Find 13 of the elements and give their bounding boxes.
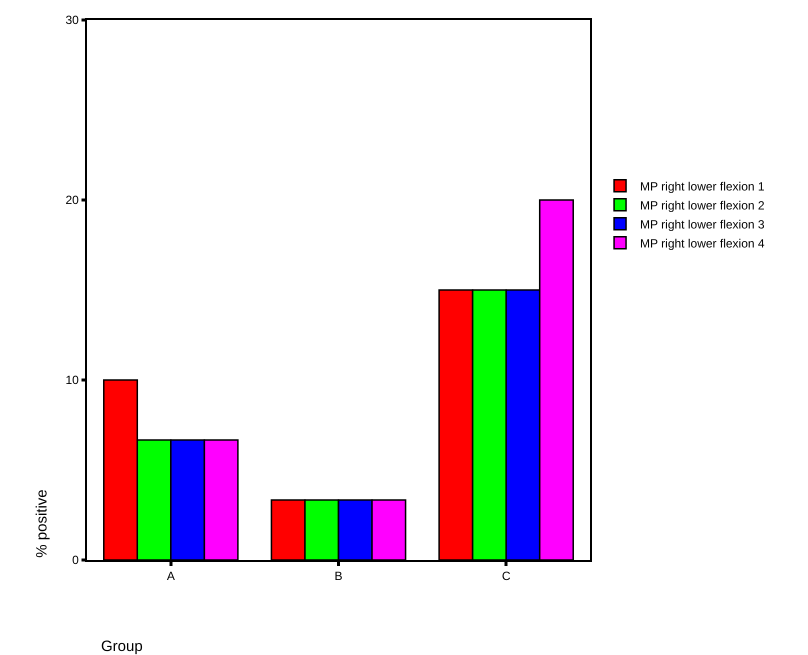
- y-tick-label: 20: [65, 193, 80, 208]
- x-axis-title: Group: [101, 638, 143, 655]
- legend-label: MP right lower flexion 3: [640, 217, 765, 232]
- x-tick-label: C: [502, 569, 511, 584]
- x-tick-label: A: [166, 569, 175, 584]
- y-tick-label: 30: [65, 13, 80, 28]
- y-tick-label: 10: [65, 373, 80, 388]
- y-axis-title: % positive: [34, 489, 51, 558]
- x-tick-label: B: [334, 569, 343, 584]
- y-tick-label: 0: [72, 553, 80, 568]
- legend-label: MP right lower flexion 4: [640, 236, 765, 250]
- legend-label: MP right lower flexion 2: [640, 198, 765, 212]
- legend-label: MP right lower flexion 1: [640, 179, 765, 194]
